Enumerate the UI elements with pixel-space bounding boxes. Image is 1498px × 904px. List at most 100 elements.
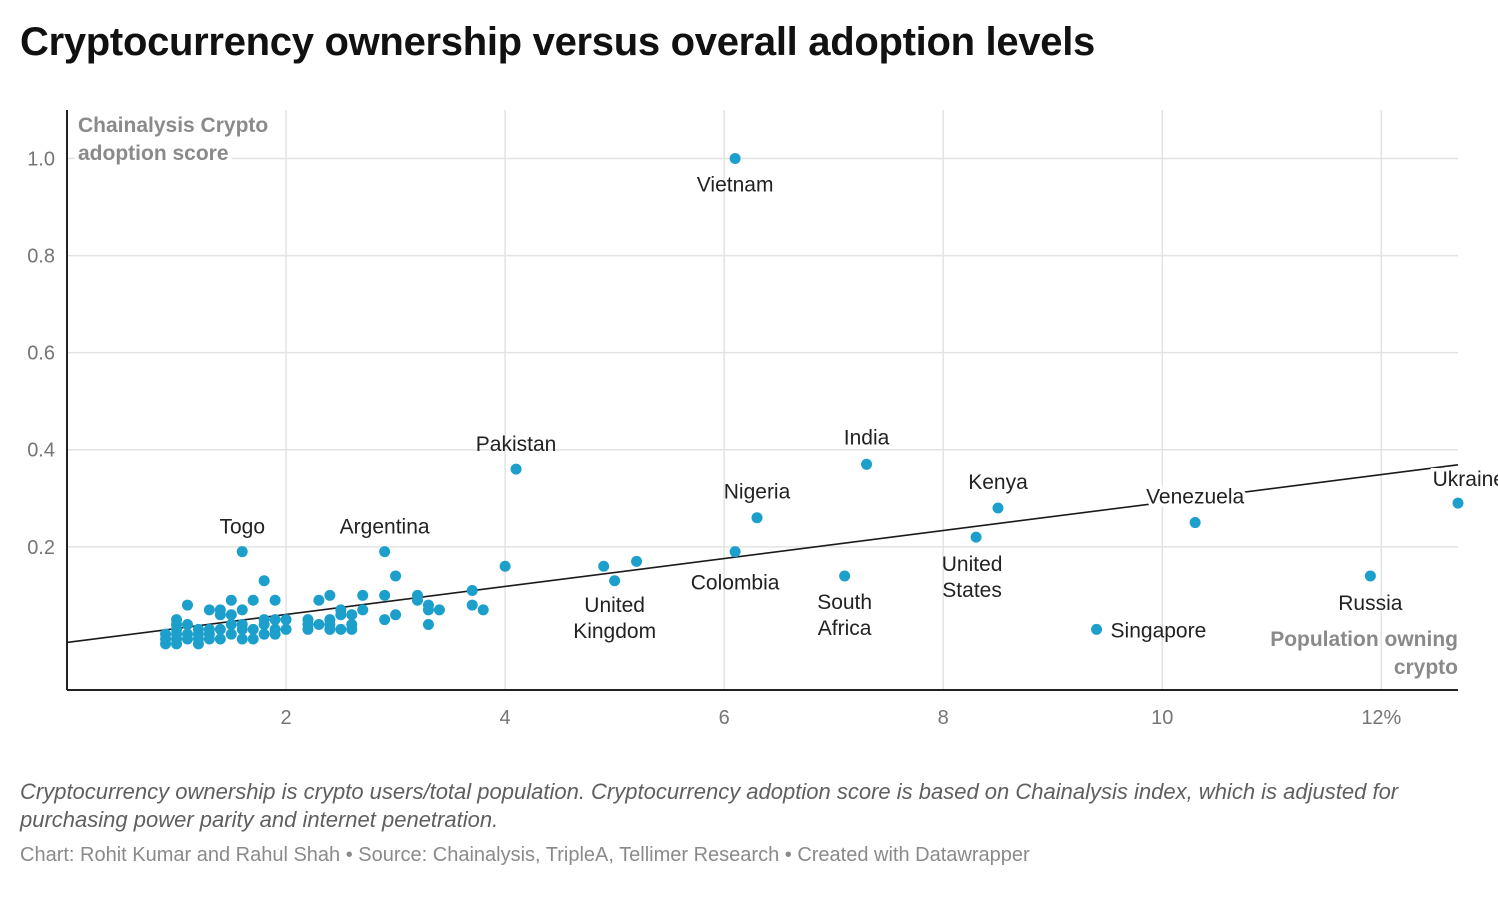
x-tick-label: 4 — [500, 707, 511, 729]
data-point — [477, 604, 489, 616]
data-point — [181, 618, 193, 630]
data-point — [236, 546, 248, 558]
data-point — [258, 575, 270, 587]
data-point — [280, 614, 292, 626]
data-point — [214, 623, 226, 635]
data-point — [192, 638, 204, 650]
point-label-ukraine: Ukraine — [1433, 468, 1498, 491]
point-label-russia: Russia — [1338, 592, 1403, 615]
data-point — [324, 589, 336, 601]
data-point — [225, 618, 237, 630]
data-point — [411, 594, 423, 606]
x-tick-label: 12% — [1361, 707, 1401, 729]
data-point — [302, 623, 314, 635]
data-point — [598, 560, 610, 572]
data-point — [390, 570, 402, 582]
data-point — [236, 633, 248, 645]
data-point — [379, 614, 391, 626]
data-point — [1364, 570, 1376, 582]
data-point — [346, 609, 358, 621]
data-point — [422, 618, 434, 630]
data-point — [313, 594, 325, 606]
data-point — [313, 618, 325, 630]
chart-title: Cryptocurrency ownership versus overall … — [20, 20, 1095, 64]
axes — [66, 110, 1458, 691]
point-label-colombia: Colombia — [691, 572, 780, 595]
data-point — [247, 594, 259, 606]
data-point — [499, 560, 511, 572]
y-tick-label: 0.2 — [27, 537, 55, 559]
data-point — [751, 512, 763, 524]
data-point — [466, 599, 478, 611]
data-point — [390, 609, 402, 621]
data-point — [258, 618, 270, 630]
data-points — [160, 153, 1464, 650]
data-point — [269, 628, 281, 640]
point-label-nigeria: Nigeria — [724, 481, 791, 504]
data-point — [1189, 517, 1201, 529]
point-label-united-kingdom: United Kingdom — [573, 594, 656, 643]
point-label-venezuela: Venezuela — [1146, 486, 1244, 509]
data-point — [269, 614, 281, 626]
data-point — [609, 575, 621, 587]
point-label-vietnam: Vietnam — [697, 174, 774, 197]
data-point — [324, 623, 336, 635]
y-tick-label: 0.6 — [27, 343, 55, 365]
data-point — [247, 633, 259, 645]
point-label-singapore: Singapore — [1111, 619, 1207, 642]
data-point — [214, 609, 226, 621]
x-axis-label-line-2: crypto — [1394, 656, 1458, 679]
data-point — [171, 614, 183, 626]
data-point — [214, 633, 226, 645]
data-point — [839, 570, 851, 582]
data-point — [1452, 497, 1464, 509]
data-point — [335, 623, 347, 635]
point-label-argentina: Argentina — [340, 516, 430, 539]
data-point — [357, 604, 369, 616]
data-point — [269, 594, 281, 606]
x-tick-label: 10 — [1151, 707, 1173, 729]
point-label-togo: Togo — [219, 516, 265, 539]
point-label-united-states: United States — [942, 553, 1003, 602]
data-point — [379, 546, 391, 558]
point-label-south-africa: South Africa — [817, 591, 872, 640]
data-point — [729, 153, 741, 165]
data-point — [247, 623, 259, 635]
y-axis-ticks: 0.2 0.4 0.6 0.8 1.0 — [27, 149, 55, 559]
point-label-india: India — [844, 426, 890, 449]
x-tick-label: 8 — [938, 707, 949, 729]
data-point — [992, 502, 1004, 514]
y-axis-label-line-2: adoption score — [78, 142, 229, 165]
data-point — [379, 589, 391, 601]
data-point — [1091, 623, 1103, 635]
data-point — [510, 463, 522, 475]
gridlines — [67, 110, 1458, 690]
chart-note: Cryptocurrency ownership is crypto users… — [20, 779, 1399, 832]
data-point — [171, 638, 183, 650]
data-point — [225, 609, 237, 621]
y-axis-label: Chainalysis Crypto — [78, 114, 268, 137]
data-point — [280, 623, 292, 635]
data-point — [181, 599, 193, 611]
data-point — [433, 604, 445, 616]
data-point — [225, 628, 237, 640]
point-label-pakistan: Pakistan — [476, 433, 557, 456]
point-label-kenya: Kenya — [968, 471, 1028, 494]
data-point — [729, 546, 741, 558]
chart-credit: Chart: Rohit Kumar and Rahul Shah • Sour… — [20, 844, 1030, 866]
data-point — [236, 604, 248, 616]
x-tick-label: 2 — [280, 707, 291, 729]
data-point — [335, 609, 347, 621]
x-axis-ticks: 2 4 6 8 10 12% — [280, 707, 1401, 729]
data-point — [422, 604, 434, 616]
x-axis-label: Population owning — [1270, 628, 1458, 651]
data-point — [203, 633, 215, 645]
scatter-chart: 0.2 0.4 0.6 0.8 1.0 2 4 6 8 10 12% Vietnam Pakista… — [27, 110, 1498, 729]
data-point — [236, 623, 248, 635]
data-point — [970, 531, 982, 543]
data-point — [258, 628, 270, 640]
y-tick-label: 0.8 — [27, 246, 55, 268]
data-point — [357, 589, 369, 601]
y-tick-label: 1.0 — [27, 149, 55, 171]
y-tick-label: 0.4 — [27, 440, 55, 462]
